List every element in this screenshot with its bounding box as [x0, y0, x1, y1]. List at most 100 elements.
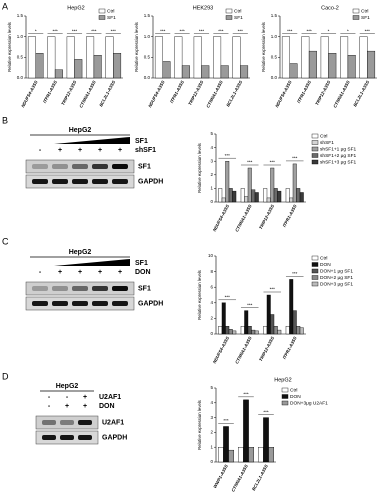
- bar: [270, 167, 275, 203]
- y-axis-label: Relative expression levels: [134, 22, 139, 72]
- bar: [247, 326, 252, 335]
- significance-mark: ***: [270, 160, 276, 165]
- x-tick-label: TRIP12-A3SS: [60, 80, 77, 107]
- blot-band: [78, 420, 92, 425]
- bar: [296, 326, 301, 335]
- legend-swatch: [225, 8, 233, 14]
- y-tick-label: 0.0: [17, 75, 24, 80]
- cell-line: HepG2: [56, 383, 79, 390]
- y-tick-label: 1.0: [144, 34, 151, 39]
- significance-mark: ***: [91, 28, 97, 33]
- legend-swatch: [281, 400, 289, 406]
- y-tick-label: 0: [210, 459, 213, 464]
- legend-swatch: [311, 159, 319, 165]
- significance-mark: ***: [243, 392, 249, 397]
- bar: [292, 310, 297, 335]
- blot-band: [60, 420, 74, 425]
- bar: [237, 447, 244, 463]
- bar: [240, 65, 249, 79]
- bar: [54, 69, 63, 79]
- y-tick-label: 5: [210, 131, 213, 136]
- x-tick-label: ITPR1-A3SS: [169, 80, 185, 104]
- legend-label: DON: [290, 394, 301, 400]
- significance-mark: ***: [111, 28, 117, 33]
- blot-band: [92, 164, 108, 169]
- bar: [240, 326, 245, 335]
- bar: [193, 36, 202, 79]
- blot-band: [112, 179, 128, 184]
- bar: [299, 192, 304, 203]
- significance-mark: ***: [225, 153, 231, 158]
- y-tick-label: 4: [210, 300, 213, 305]
- significance-mark: ***: [270, 287, 276, 292]
- bar: [232, 36, 241, 79]
- significance-mark: ***: [292, 156, 298, 161]
- legend-label: shSF1: [320, 140, 334, 146]
- bar: [213, 36, 222, 79]
- bar: [266, 294, 271, 335]
- y-tick-label: 0.5: [271, 55, 278, 60]
- y-tick-label: 4: [210, 400, 213, 405]
- bar: [35, 53, 44, 79]
- legend-swatch: [98, 8, 106, 14]
- y-axis-label: Relative expression levels: [197, 270, 202, 320]
- legend-swatch: [352, 15, 360, 20]
- y-tick-label: 0.5: [17, 55, 24, 60]
- bar: [243, 399, 249, 463]
- bar: [220, 65, 229, 79]
- x-tick-label: CTNNA1-A3SS: [332, 80, 351, 109]
- band-label: GAPDH: [138, 300, 163, 307]
- x-tick-label: TRIP12-A3SS: [258, 336, 275, 363]
- bar: [251, 189, 256, 203]
- y-tick-label: 1.0: [271, 34, 278, 39]
- legend-label: shSF1+2 μg SF1: [320, 153, 357, 159]
- bar: [181, 65, 190, 79]
- bar: [228, 188, 233, 203]
- legend-swatch: [311, 268, 319, 274]
- x-tick-label: ITPR1-A3SS: [282, 204, 298, 228]
- bar: [47, 36, 56, 79]
- blot-band: [32, 179, 48, 184]
- blot-band: [52, 164, 68, 169]
- y-tick-label: 10: [208, 253, 214, 258]
- lane-sign: +: [78, 147, 82, 154]
- x-tick-label: NDUFS4-A3SS: [212, 204, 230, 233]
- bar: [254, 192, 259, 203]
- bar: [277, 190, 282, 203]
- significance-mark: ***: [247, 160, 253, 165]
- legend-swatch: [225, 15, 233, 20]
- treatment-label: DON: [99, 403, 115, 410]
- bar: [263, 417, 269, 463]
- bar: [66, 36, 75, 79]
- bar: [251, 329, 256, 335]
- bar: [162, 61, 171, 79]
- bar: [225, 160, 230, 203]
- legend-swatch: [352, 8, 360, 14]
- significance-mark: ***: [199, 28, 205, 33]
- bar: [228, 449, 235, 463]
- blot-band: [32, 286, 48, 291]
- y-tick-label: 0: [210, 331, 213, 336]
- bar: [359, 36, 368, 79]
- significance-mark: *: [328, 28, 330, 33]
- lane-sign: -: [66, 394, 69, 401]
- bar: [268, 447, 275, 463]
- bar: [223, 426, 229, 463]
- lane-sign: +: [78, 269, 82, 276]
- bar: [292, 163, 297, 203]
- bar: [244, 196, 249, 203]
- blot-band: [52, 301, 68, 306]
- legend-swatch: [281, 394, 289, 399]
- legend-label: SF1: [361, 15, 370, 21]
- panel-label: D: [2, 371, 9, 381]
- chart-title: Caco-2: [321, 5, 339, 11]
- x-tick-label: BCL2L1-A3SS: [251, 464, 269, 492]
- dose-triangle: [54, 259, 130, 266]
- legend-swatch: [98, 15, 106, 20]
- x-tick-label: BCL2L1-A3SS: [352, 80, 370, 108]
- bar: [93, 55, 102, 79]
- band-label: GAPDH: [138, 178, 163, 185]
- lane-sign: -: [39, 269, 42, 276]
- x-tick-label: WWP1-A3SS: [212, 464, 229, 489]
- bar: [228, 329, 233, 335]
